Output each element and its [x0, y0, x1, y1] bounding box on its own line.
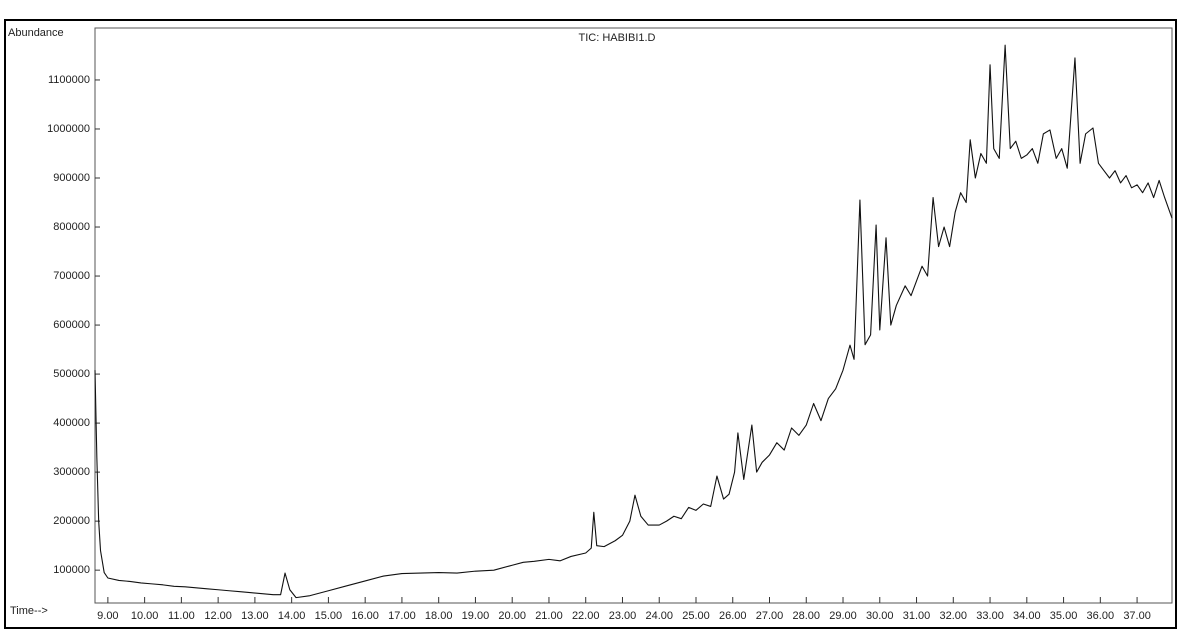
x-tick-label: 22.00 [572, 610, 600, 622]
plot-frame [94, 27, 1173, 604]
x-tick-label: 14.00 [278, 610, 306, 622]
y-tick-label: 300000 [53, 466, 90, 478]
y-tick-label: 900000 [53, 172, 90, 184]
outer-border [4, 19, 1177, 629]
x-tick-label: 26.00 [719, 610, 747, 622]
x-tick-label: 24.00 [645, 610, 673, 622]
x-tick-label: 30.00 [866, 610, 894, 622]
y-tick-label: 500000 [53, 368, 90, 380]
y-tick-label: 1100000 [48, 74, 90, 86]
x-tick-label: 37.00 [1123, 610, 1151, 622]
x-tick-label: 9.00 [97, 610, 118, 622]
x-tick-label: 31.00 [903, 610, 931, 622]
x-tick-label: 33.00 [976, 610, 1004, 622]
x-tick-label: 29.00 [829, 610, 857, 622]
x-tick-label: 12.00 [204, 610, 232, 622]
y-axis-label: Abundance [8, 27, 64, 39]
x-axis-label: Time--> [10, 605, 48, 617]
x-tick-label: 15.00 [315, 610, 343, 622]
x-tick-label: 10.00 [131, 610, 159, 622]
x-tick-label: 27.00 [756, 610, 784, 622]
x-tick-label: 13.00 [241, 610, 269, 622]
x-tick-label: 28.00 [792, 610, 820, 622]
x-tick-label: 17.00 [388, 610, 416, 622]
x-tick-label: 25.00 [682, 610, 710, 622]
x-tick-label: 23.00 [609, 610, 637, 622]
x-tick-label: 20.00 [498, 610, 526, 622]
y-tick-label: 600000 [53, 319, 90, 331]
x-tick-label: 35.00 [1050, 610, 1078, 622]
y-tick-label: 800000 [53, 221, 90, 233]
chart-title: TIC: HABIBI1.D [578, 32, 655, 44]
trace-line [94, 44, 1173, 599]
x-tick-label: 18.00 [425, 610, 453, 622]
y-tick-label: 200000 [53, 515, 90, 527]
y-tick-label: 400000 [53, 417, 90, 429]
x-tick-label: 21.00 [535, 610, 563, 622]
x-tick-label: 11.00 [168, 610, 195, 622]
x-tick-label: 32.00 [940, 610, 968, 622]
x-tick-label: 36.00 [1087, 610, 1115, 622]
y-tick-label: 100000 [53, 564, 90, 576]
y-tick-label: 700000 [53, 270, 90, 282]
y-tick-label: 1000000 [47, 123, 90, 135]
x-tick-label: 19.00 [462, 610, 490, 622]
x-tick-label: 34.00 [1013, 610, 1041, 622]
x-tick-label: 16.00 [351, 610, 379, 622]
